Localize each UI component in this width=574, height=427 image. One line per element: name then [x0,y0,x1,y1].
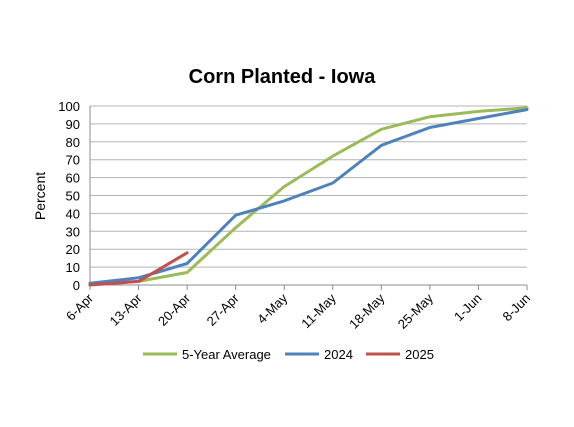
y-tick-label: 90 [66,117,80,132]
y-tick-label: 30 [66,224,80,239]
y-tick-label: 80 [66,135,80,150]
x-tick-label: 4-May [254,290,290,326]
series-line [88,251,189,287]
x-tick-label: 13-Apr [106,290,145,329]
y-tick-label: 40 [66,206,80,221]
y-tick-labels: 0 10 20 30 40 50 60 70 80 90 100 [58,99,80,293]
y-tick-label: 70 [66,153,80,168]
series-line [88,108,529,285]
series-line [88,106,529,285]
y-tick-label: 100 [58,99,80,114]
x-tick-label: 18-May [346,290,388,332]
x-tick-label: 20-Apr [155,290,194,329]
x-tick-labels: 6-Apr 13-Apr 20-Apr 27-Apr 4-May 11-May 18-May… [63,290,533,332]
legend-label: 2024 [324,347,353,362]
y-tick-label: 10 [66,260,80,275]
y-tick-label: 0 [73,278,80,293]
chart-title: Corn Planted - Iowa [189,66,377,88]
legend-label: 2025 [405,347,434,362]
x-tick-label: 11-May [298,290,339,331]
gridlines [89,105,528,290]
series-lines [88,106,529,287]
x-tick-label: 1-Jun [451,291,485,325]
x-tick-label: 25-May [395,290,437,332]
x-tick-label: 6-Apr [63,290,97,324]
y-tick-label: 50 [66,189,80,204]
y-tick-label: 60 [66,171,80,186]
legend-label: 5-Year Average [182,347,271,362]
y-tick-label: 20 [66,242,80,257]
x-tick-label: 27-Apr [204,290,243,329]
legend: 5-Year Average 2024 2025 [143,347,434,362]
y-axis-label: Percent [32,172,48,220]
x-tick-label: 8-Jun [500,291,534,325]
